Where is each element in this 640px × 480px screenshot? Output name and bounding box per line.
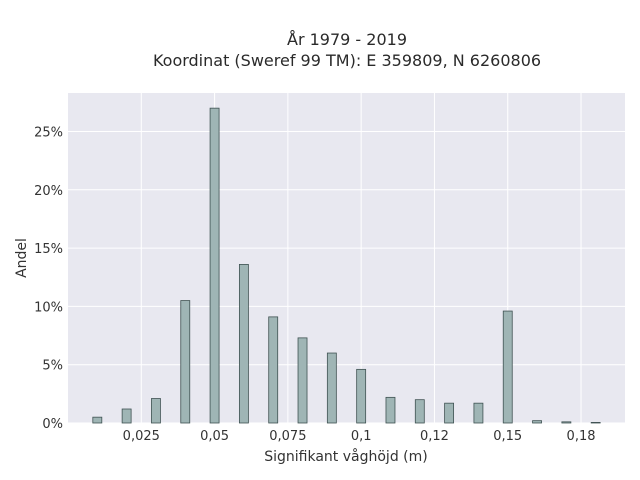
bar <box>238 264 249 424</box>
bar <box>502 310 513 424</box>
y-tick-label: 15% <box>34 242 63 257</box>
y-tick-label: 25% <box>34 125 63 140</box>
x-tick-label: 0,1 <box>351 429 372 444</box>
x-axis-ticks: 0,025 0,05 0,075 0,1 0,12 0,15 0,18 <box>123 429 596 444</box>
x-tick-label: 0,025 <box>123 429 160 444</box>
bar <box>414 399 425 424</box>
x-tick-label: 0,15 <box>493 429 522 444</box>
bar <box>561 421 572 424</box>
bar <box>209 107 220 424</box>
bar <box>385 396 396 424</box>
bar <box>590 422 601 424</box>
chart-title: År 1979 - 2019 <box>287 30 407 49</box>
bar <box>268 316 279 424</box>
y-axis-ticks: 0% 5% 10% 15% 20% 25% <box>34 125 63 432</box>
bar <box>297 337 308 424</box>
bar <box>180 300 191 424</box>
bar <box>92 416 103 424</box>
x-tick-label: 0,05 <box>200 429 229 444</box>
bar <box>473 402 484 424</box>
y-tick-label: 20% <box>34 184 63 199</box>
plot-area <box>68 93 625 423</box>
bar <box>121 408 132 424</box>
x-tick-label: 0,075 <box>269 429 306 444</box>
y-axis-label: Andel <box>14 238 30 278</box>
x-tick-label: 0,12 <box>420 429 449 444</box>
bar <box>356 368 367 424</box>
bar <box>532 420 542 424</box>
bar <box>326 352 337 424</box>
bar <box>444 402 455 424</box>
y-tick-label: 5% <box>42 359 63 374</box>
y-tick-label: 0% <box>42 417 63 432</box>
x-axis-label: Signifikant våghöjd (m) <box>264 448 427 465</box>
grid <box>68 93 625 424</box>
bar <box>151 398 161 424</box>
bars <box>92 107 601 424</box>
chart-subtitle: Koordinat (Sweref 99 TM): E 359809, N 62… <box>153 51 541 70</box>
x-tick-label: 0,18 <box>567 429 596 444</box>
y-tick-label: 10% <box>34 300 63 315</box>
